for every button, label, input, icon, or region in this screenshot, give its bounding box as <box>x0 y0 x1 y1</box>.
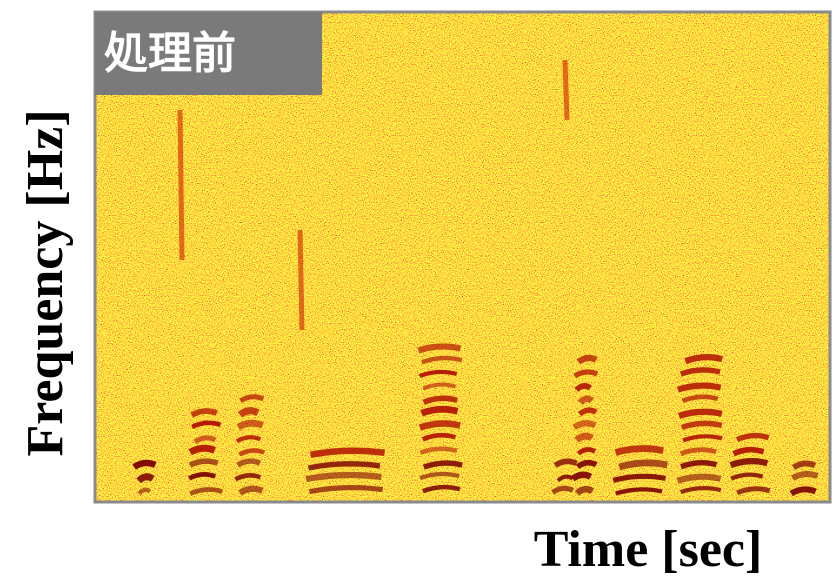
harmonic-stripe <box>422 409 458 413</box>
transient-streak <box>180 110 182 260</box>
harmonic-stripe <box>190 448 214 452</box>
y-axis-label: Frequency [Hz] <box>17 109 74 456</box>
x-axis-label: Time [sec] <box>534 521 763 576</box>
chart-label: 処理前 <box>104 28 236 79</box>
transient-streak <box>300 230 302 330</box>
harmonic-stripe <box>240 411 258 415</box>
chart: 処理前 Frequency [Hz] Time [sec] <box>0 0 834 576</box>
harmonic-stripe <box>616 449 664 453</box>
transient-streak <box>565 60 567 120</box>
harmonic-stripe <box>619 463 667 467</box>
harmonic-stripe <box>139 477 153 481</box>
page: {"chart_data": {"type": "spectrogram", "… <box>0 0 834 576</box>
harmonic-stripe <box>577 436 592 440</box>
